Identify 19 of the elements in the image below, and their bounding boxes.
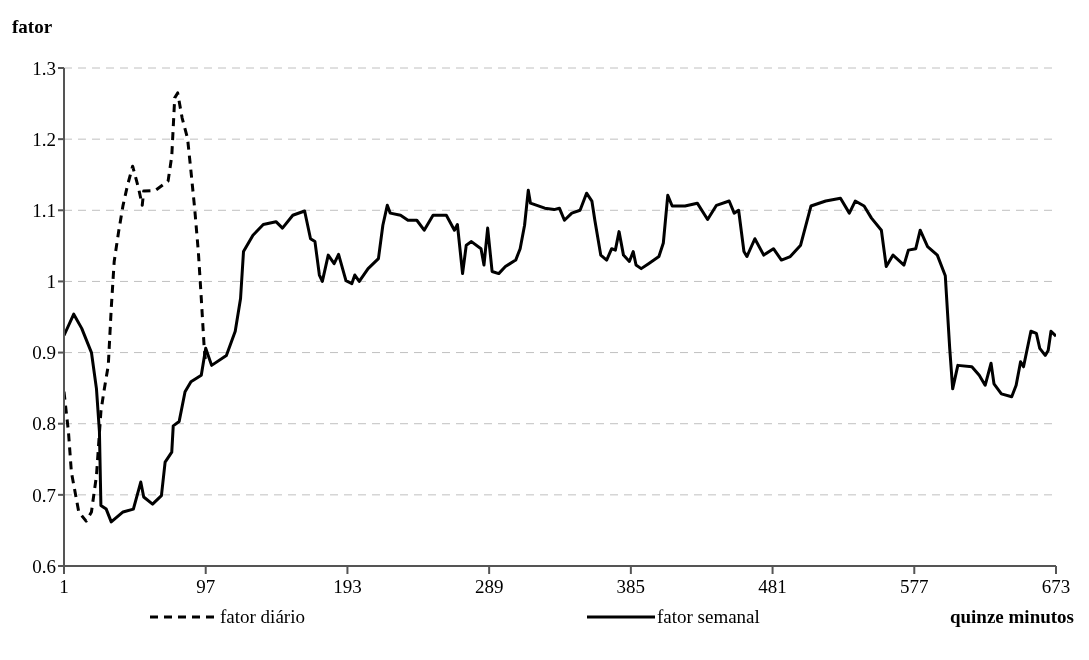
x-axis-title: quinze minutos	[949, 606, 1074, 628]
y-tick-label: 1.3	[32, 57, 56, 79]
x-tick-label: 97	[196, 576, 216, 598]
x-tick-label: 385	[616, 576, 646, 598]
legend-label: fator diário	[220, 606, 305, 628]
y-axis-title: fator	[11, 15, 54, 39]
y-tick-label: 1.2	[32, 128, 56, 150]
y-tick-label: 1.1	[32, 200, 56, 222]
x-tick-label: 289	[474, 576, 504, 598]
legend-label: fator semanal	[656, 606, 760, 628]
y-tick-label: 1	[46, 271, 56, 293]
x-tick-label: 481	[758, 576, 787, 598]
y-tick-label: 0.9	[32, 342, 56, 364]
x-tick-label: 577	[900, 576, 929, 598]
y-tick-label: 0.8	[32, 413, 56, 435]
y-tick-label: 0.7	[32, 484, 56, 506]
x-tick-label: 193	[333, 576, 362, 598]
y-tick-label: 0.6	[32, 555, 56, 577]
x-tick-label: 673	[1041, 576, 1071, 598]
